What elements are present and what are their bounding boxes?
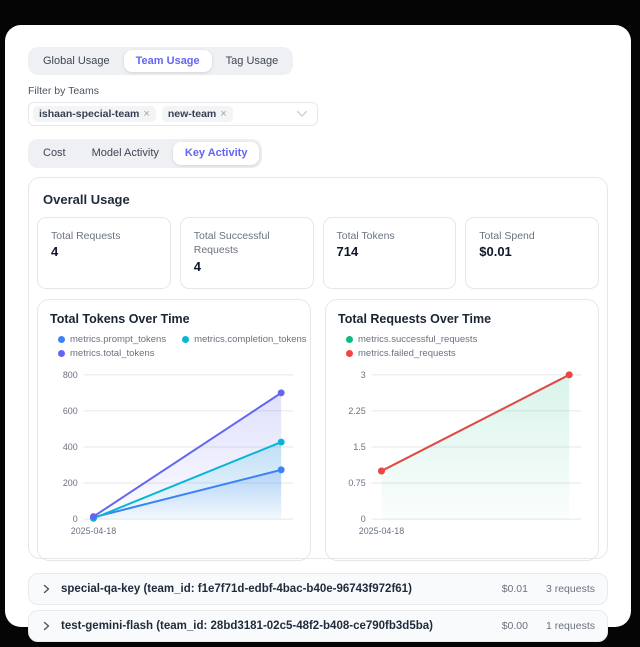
total-requests-area-chart: 0 0.75 1.5 2.25 3 2025-04-18 [348, 369, 582, 536]
chart-legend: metrics.prompt_tokens metrics.completion… [58, 334, 307, 359]
svg-text:1.5: 1.5 [353, 442, 365, 452]
chart-title: Total Requests Over Time [338, 311, 492, 326]
legend-label: metrics.prompt_tokens [70, 333, 167, 345]
usage-scope-tabs: Global Usage Team Usage Tag Usage [28, 47, 294, 76]
tab-team-usage[interactable]: Team Usage [123, 50, 212, 73]
legend-row: metrics.prompt_tokens metrics.completion… [58, 334, 307, 345]
chevron-right-icon [43, 584, 50, 593]
key-row-metrics: $0.01 3 requests [502, 583, 595, 595]
key-row-spend: $0.00 [501, 619, 528, 632]
svg-text:0: 0 [361, 514, 366, 524]
key-row-requests: 1 requests [545, 619, 595, 632]
usage-stats-row: Total Requests 4 Total Successful Reques… [37, 216, 599, 289]
svg-text:600: 600 [63, 405, 78, 415]
team-filter-select[interactable]: ishaan-special-team × new-team × [28, 102, 318, 127]
stat-label: Total Successful Requests [193, 229, 270, 257]
key-row-spend: $0.01 [501, 582, 528, 595]
legend-item: metrics.prompt_tokens [58, 334, 166, 345]
legend-item: metrics.successful_requests [346, 334, 477, 345]
legend-item: metrics.failed_requests [346, 348, 456, 359]
remove-team-icon[interactable]: × [220, 108, 227, 121]
stat-total-spend: Total Spend $0.01 [465, 216, 599, 289]
stat-label: Total Requests [51, 229, 121, 242]
svg-text:200: 200 [63, 478, 78, 488]
chevron-right-icon [43, 621, 50, 630]
stat-value: $0.01 [479, 244, 512, 260]
key-row-test-gemini-flash[interactable]: test-gemini-flash (team_id: 28bd3181-02c… [28, 609, 608, 642]
svg-text:0.75: 0.75 [348, 478, 365, 488]
legend-item: metrics.completion_tokens [182, 333, 307, 345]
tab-model-activity[interactable]: Model Activity [80, 142, 171, 164]
legend-label: metrics.completion_tokens [194, 333, 307, 345]
chart-legend: metrics.successful_requests metrics.fail… [346, 334, 586, 359]
total-tokens-chart-card: Total Tokens Over Time metrics.prompt_to… [37, 298, 311, 561]
stat-label: Total Tokens [336, 229, 395, 242]
svg-text:2025-04-18: 2025-04-18 [359, 526, 404, 536]
legend-label: metrics.total_tokens [70, 347, 155, 359]
stat-value: 714 [336, 244, 359, 260]
charts-row: Total Tokens Over Time metrics.prompt_to… [37, 298, 599, 561]
team-chip-label: ishaan-special-team [39, 108, 140, 121]
usage-dashboard-panel: Global Usage Team Usage Tag Usage Filter… [5, 25, 631, 642]
activity-tabs: Cost Model Activity Key Activity [28, 139, 263, 168]
legend-row: metrics.failed_requests [346, 348, 586, 359]
legend-row: metrics.total_tokens [58, 348, 298, 359]
key-row-special-qa-key[interactable]: special-qa-key (team_id: f1e7f71d-edbf-4… [28, 572, 608, 605]
team-chip-label: new-team [167, 108, 217, 121]
legend-item: metrics.total_tokens [58, 348, 154, 359]
chevron-down-icon [296, 110, 308, 118]
svg-text:2.25: 2.25 [348, 405, 365, 415]
key-row-label: test-gemini-flash (team_id: 28bd3181-02c… [61, 619, 433, 632]
stat-value: 4 [193, 258, 201, 274]
key-list: special-qa-key (team_id: f1e7f71d-edbf-4… [28, 572, 608, 642]
team-chip[interactable]: new-team × [161, 106, 233, 123]
svg-text:3: 3 [361, 369, 366, 379]
stat-label: Total Spend [479, 229, 535, 242]
remove-team-icon[interactable]: × [143, 108, 150, 121]
overall-usage-card: Overall Usage Total Requests 4 Total Suc… [28, 176, 608, 561]
legend-label: metrics.successful_requests [358, 333, 478, 345]
chart-title: Total Tokens Over Time [50, 311, 190, 326]
svg-text:800: 800 [63, 369, 78, 379]
svg-text:0: 0 [73, 514, 78, 524]
tab-key-activity[interactable]: Key Activity [172, 142, 260, 165]
stat-total-successful-requests: Total Successful Requests 4 [179, 216, 314, 289]
stat-value: 4 [51, 244, 59, 260]
svg-text:2025-04-18: 2025-04-18 [71, 526, 116, 536]
total-tokens-area-chart: 0 200 400 600 800 2025-04-18 [63, 369, 294, 536]
legend-dot [58, 335, 65, 343]
legend-dot [346, 335, 353, 343]
tab-cost[interactable]: Cost [31, 142, 78, 164]
legend-dot [346, 349, 353, 357]
svg-text:400: 400 [63, 442, 78, 452]
key-row-requests: 3 requests [545, 582, 595, 595]
key-row-label: special-qa-key (team_id: f1e7f71d-edbf-4… [61, 582, 412, 595]
legend-dot [182, 335, 190, 343]
key-row-metrics: $0.00 1 requests [502, 620, 595, 632]
stat-total-tokens: Total Tokens 714 [322, 216, 457, 289]
total-requests-chart-card: Total Requests Over Time metrics.success… [325, 298, 599, 561]
legend-dot [58, 349, 65, 357]
overall-usage-title: Overall Usage [43, 191, 130, 207]
legend-label: metrics.failed_requests [358, 347, 456, 359]
tab-tag-usage[interactable]: Tag Usage [214, 50, 291, 72]
stat-total-requests: Total Requests 4 [37, 216, 171, 289]
tab-global-usage[interactable]: Global Usage [31, 50, 122, 72]
team-chip[interactable]: ishaan-special-team × [33, 106, 156, 123]
filter-by-teams-label: Filter by Teams [28, 85, 99, 98]
legend-row: metrics.successful_requests [346, 334, 586, 345]
